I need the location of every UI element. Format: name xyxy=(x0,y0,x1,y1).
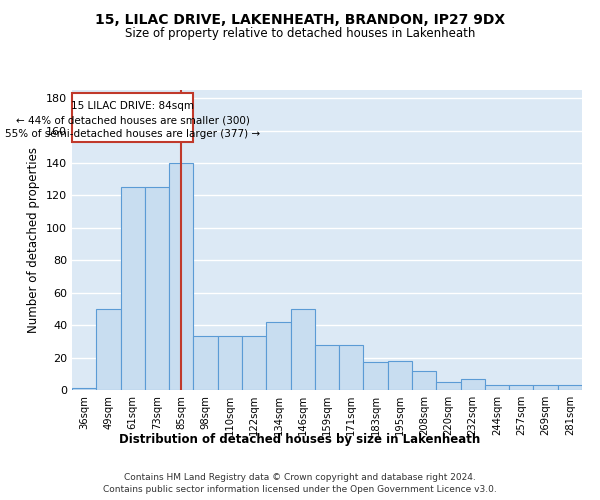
FancyBboxPatch shape xyxy=(72,93,193,142)
Text: Contains HM Land Registry data © Crown copyright and database right 2024.: Contains HM Land Registry data © Crown c… xyxy=(124,472,476,482)
Bar xyxy=(533,385,558,390)
Bar xyxy=(96,309,121,390)
Bar xyxy=(72,388,96,390)
Bar xyxy=(364,362,388,390)
Bar xyxy=(558,385,582,390)
Bar xyxy=(218,336,242,390)
Text: Distribution of detached houses by size in Lakenheath: Distribution of detached houses by size … xyxy=(119,432,481,446)
Bar xyxy=(485,385,509,390)
Bar xyxy=(266,322,290,390)
Bar xyxy=(290,309,315,390)
Bar xyxy=(242,336,266,390)
Bar xyxy=(145,188,169,390)
Text: 15, LILAC DRIVE, LAKENHEATH, BRANDON, IP27 9DX: 15, LILAC DRIVE, LAKENHEATH, BRANDON, IP… xyxy=(95,12,505,26)
Bar xyxy=(412,370,436,390)
Bar xyxy=(193,336,218,390)
Bar xyxy=(315,344,339,390)
Bar xyxy=(169,163,193,390)
Bar xyxy=(388,361,412,390)
Y-axis label: Number of detached properties: Number of detached properties xyxy=(28,147,40,333)
Bar xyxy=(509,385,533,390)
Text: 55% of semi-detached houses are larger (377) →: 55% of semi-detached houses are larger (… xyxy=(5,129,260,139)
Bar xyxy=(461,378,485,390)
Text: 15 LILAC DRIVE: 84sqm: 15 LILAC DRIVE: 84sqm xyxy=(71,102,194,112)
Text: Size of property relative to detached houses in Lakenheath: Size of property relative to detached ho… xyxy=(125,28,475,40)
Text: ← 44% of detached houses are smaller (300): ← 44% of detached houses are smaller (30… xyxy=(16,116,250,126)
Bar xyxy=(339,344,364,390)
Bar xyxy=(121,188,145,390)
Text: Contains public sector information licensed under the Open Government Licence v3: Contains public sector information licen… xyxy=(103,485,497,494)
Bar xyxy=(436,382,461,390)
